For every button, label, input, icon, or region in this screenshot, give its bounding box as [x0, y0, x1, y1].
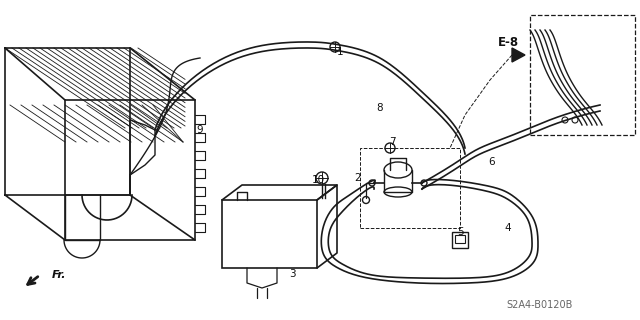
- Bar: [452, 232, 468, 248]
- Text: 9: 9: [196, 125, 204, 135]
- Bar: [455, 235, 465, 243]
- Text: 2: 2: [355, 173, 362, 183]
- Text: S2A4-B0120B: S2A4-B0120B: [507, 300, 573, 310]
- Text: E-8: E-8: [497, 36, 518, 49]
- Text: 8: 8: [377, 103, 383, 113]
- Text: 7: 7: [388, 137, 396, 147]
- Text: 1: 1: [337, 47, 343, 57]
- Bar: [530, 15, 635, 135]
- Text: 4: 4: [505, 223, 511, 233]
- Polygon shape: [512, 48, 525, 62]
- Text: Fr.: Fr.: [52, 270, 67, 280]
- Text: 3: 3: [289, 269, 295, 279]
- Text: 5: 5: [457, 227, 463, 237]
- Text: 10: 10: [312, 175, 324, 185]
- Bar: [222, 200, 317, 268]
- Bar: [360, 148, 460, 228]
- Text: 6: 6: [489, 157, 495, 167]
